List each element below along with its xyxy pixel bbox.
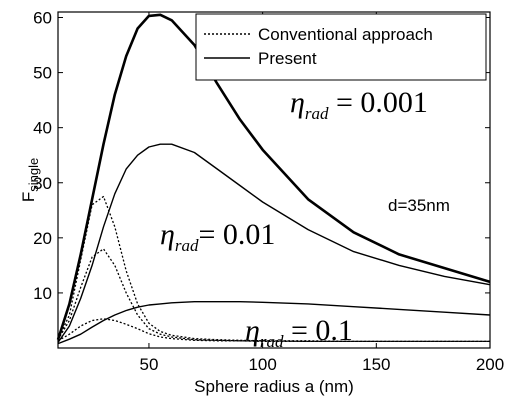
- y-tick-label: 10: [33, 284, 52, 303]
- curve-label-symbol: η: [290, 86, 305, 119]
- legend-label: Conventional approach: [258, 25, 433, 44]
- series-line: [57, 301, 491, 345]
- y-tick-label: 60: [33, 9, 52, 28]
- y-tick-label: 50: [33, 64, 52, 83]
- curve-label-subscript: rad: [305, 104, 329, 123]
- series-line: [57, 318, 490, 343]
- x-tick-label: 150: [362, 355, 390, 374]
- y-axis-title: Fsingle: [19, 158, 41, 202]
- series-line: [56, 13, 491, 341]
- y-tick-label: 30: [33, 174, 52, 193]
- curve-label: ηrad= 0.01: [160, 218, 275, 255]
- x-tick-label: 100: [248, 355, 276, 374]
- legend-label: Present: [258, 49, 317, 68]
- x-axis-title: Sphere radius a (nm): [194, 377, 354, 396]
- curve-label-value: = 0.1: [284, 314, 353, 347]
- y-axis-title-subscript: single: [26, 158, 41, 192]
- curve-label: ηrad = 0.1: [245, 314, 353, 351]
- annotation: d=35nm: [388, 196, 450, 215]
- plot-frame: [57, 11, 491, 349]
- y-axis-title-main: F: [19, 192, 38, 202]
- legend-box: [195, 13, 487, 81]
- curve-label-value: = 0.001: [329, 86, 428, 119]
- y-tick-label: 40: [33, 119, 52, 138]
- x-tick-label: 200: [476, 355, 504, 374]
- y-tick-label: 20: [33, 229, 52, 248]
- series-line: [57, 248, 490, 343]
- x-tick-label: 50: [139, 355, 158, 374]
- curve-label-symbol: η: [160, 218, 175, 251]
- series-line: [57, 143, 491, 343]
- curve-label-symbol: η: [245, 314, 260, 347]
- curve-label-subscript: rad: [260, 332, 284, 351]
- curve-label-value: = 0.01: [199, 218, 276, 251]
- curve-label-subscript: rad: [175, 236, 199, 255]
- curve-label: ηrad = 0.001: [290, 86, 428, 123]
